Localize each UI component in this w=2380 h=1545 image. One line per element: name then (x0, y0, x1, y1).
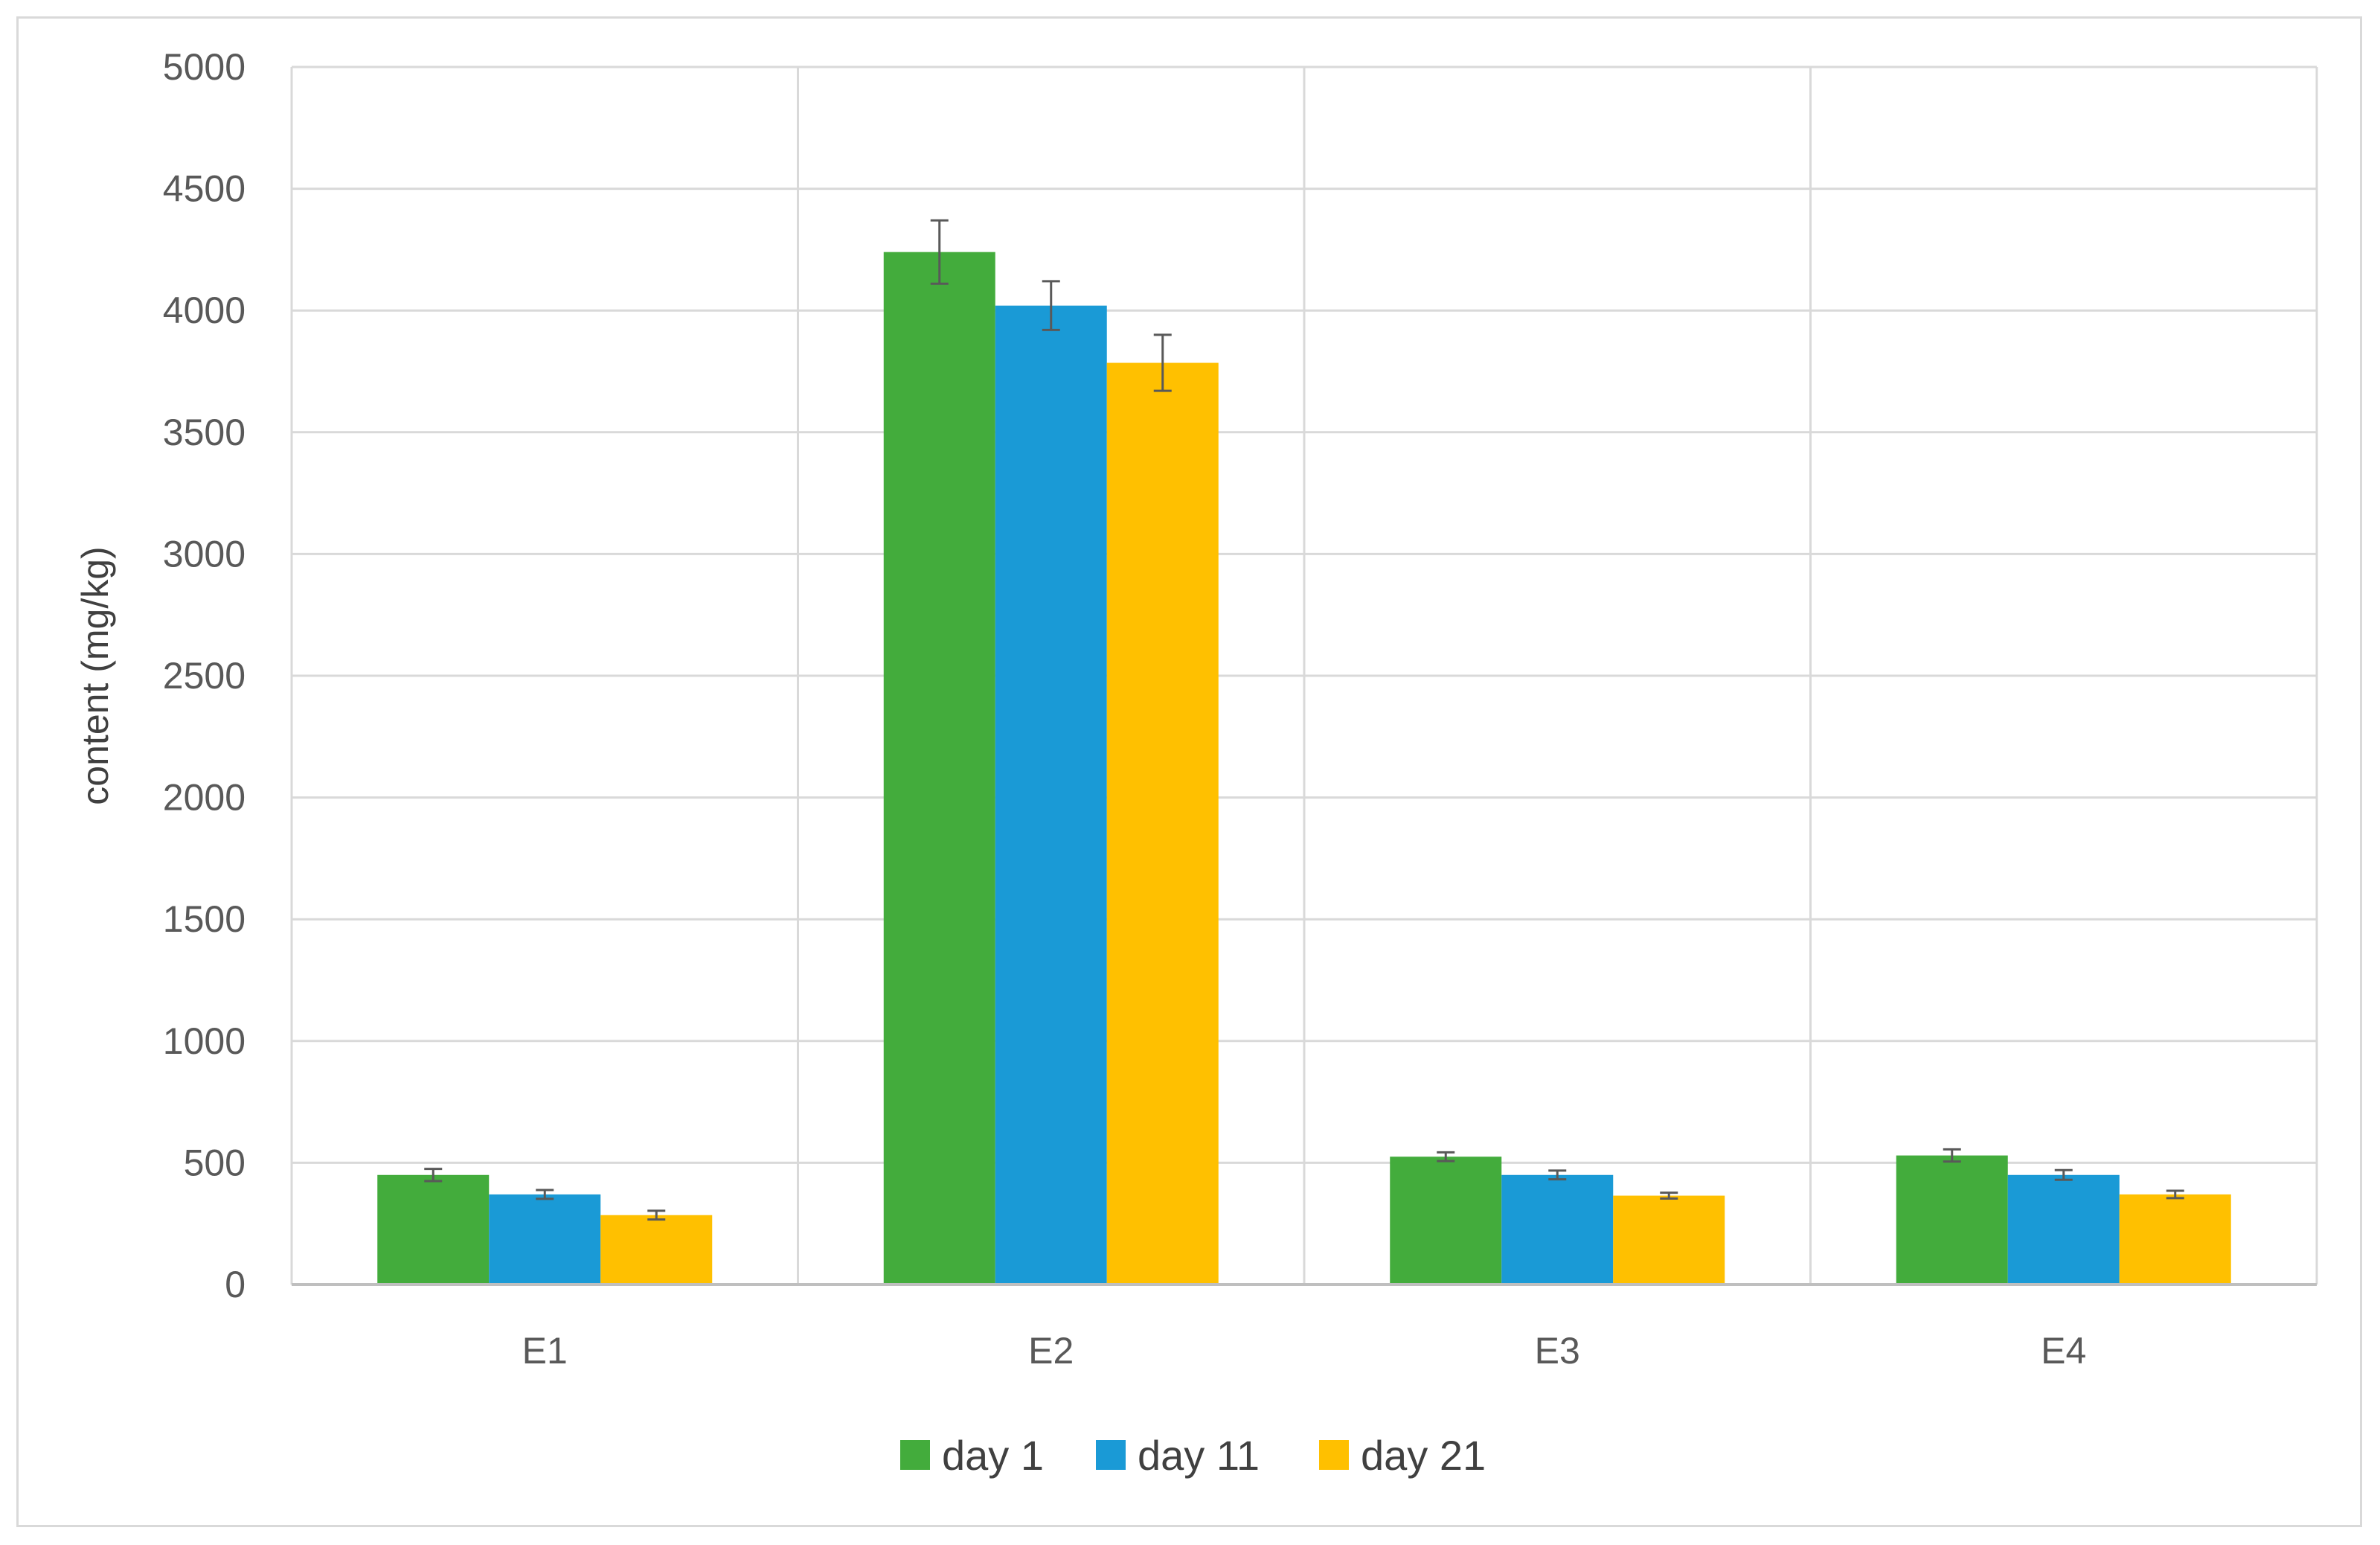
error-bar (424, 1168, 443, 1183)
bar-e3-day-21 (1613, 1195, 1725, 1285)
y-tick-label: 1500 (163, 898, 246, 940)
x-tick-label: E4 (2041, 1330, 2086, 1372)
x-tick-label: E1 (522, 1330, 568, 1372)
legend-item: day 21 (1319, 1432, 1486, 1479)
x-tick-label: E3 (1535, 1330, 1580, 1372)
bar-e1-day-21 (600, 1215, 713, 1285)
x-tick-labels: E1 E2 E3 E4 (522, 1330, 2087, 1372)
legend: day 1 day 11 day 21 (900, 1432, 1486, 1479)
legend-label: day 11 (1138, 1432, 1260, 1479)
error-bar (1437, 1151, 1455, 1162)
legend-swatch (1096, 1440, 1126, 1470)
y-tick-label: 4000 (163, 290, 246, 331)
category-dividers (290, 67, 2318, 1285)
y-tick-label: 4500 (163, 168, 246, 210)
bar-e2-day-11 (995, 305, 1107, 1285)
bar-e3-day-11 (1501, 1174, 1614, 1285)
error-bar (1548, 1169, 1567, 1181)
legend-item: day 1 (900, 1432, 1044, 1479)
bar-e4-day-11 (2007, 1174, 2120, 1285)
error-bar (647, 1209, 666, 1221)
legend-swatch (900, 1440, 930, 1470)
y-tick-label: 3500 (163, 412, 246, 453)
y-tick-label: 2500 (163, 655, 246, 697)
error-bar (1042, 280, 1060, 331)
bar-e4-day-1 (1896, 1155, 2008, 1285)
error-bar (536, 1189, 554, 1200)
y-tick-label: 2000 (163, 777, 246, 819)
y-tick-labels: 0 500 1000 1500 2000 2500 3000 3500 4000 4500 5000 (163, 46, 246, 1305)
error-bar (1943, 1148, 1961, 1163)
bar-e1-day-11 (489, 1194, 601, 1285)
bar-e3-day-1 (1390, 1157, 1502, 1285)
y-tick-label: 0 (225, 1264, 246, 1305)
error-bar (2166, 1189, 2184, 1200)
error-bars (424, 219, 2184, 1221)
legend-item: day 11 (1096, 1432, 1260, 1479)
legend-label: day 1 (942, 1432, 1044, 1479)
error-bar (1153, 333, 1172, 392)
y-tick-label: 5000 (163, 46, 246, 88)
y-tick-label: 1000 (163, 1020, 246, 1062)
bar-e4-day-21 (2119, 1194, 2231, 1285)
bar-e1-day-1 (377, 1174, 490, 1285)
y-axis-title: content (mg/kg) (74, 546, 116, 805)
y-tick-label: 3000 (163, 533, 246, 575)
error-bar (930, 219, 949, 285)
error-bar (2054, 1168, 2073, 1181)
bar-e2-day-21 (1106, 362, 1219, 1285)
x-tick-label: E2 (1028, 1330, 1074, 1372)
legend-label: day 21 (1361, 1432, 1486, 1479)
bar-e2-day-1 (883, 252, 995, 1285)
bars (377, 252, 2231, 1285)
y-tick-label: 500 (184, 1142, 246, 1183)
error-bar (1660, 1191, 1678, 1200)
legend-swatch (1319, 1440, 1349, 1470)
